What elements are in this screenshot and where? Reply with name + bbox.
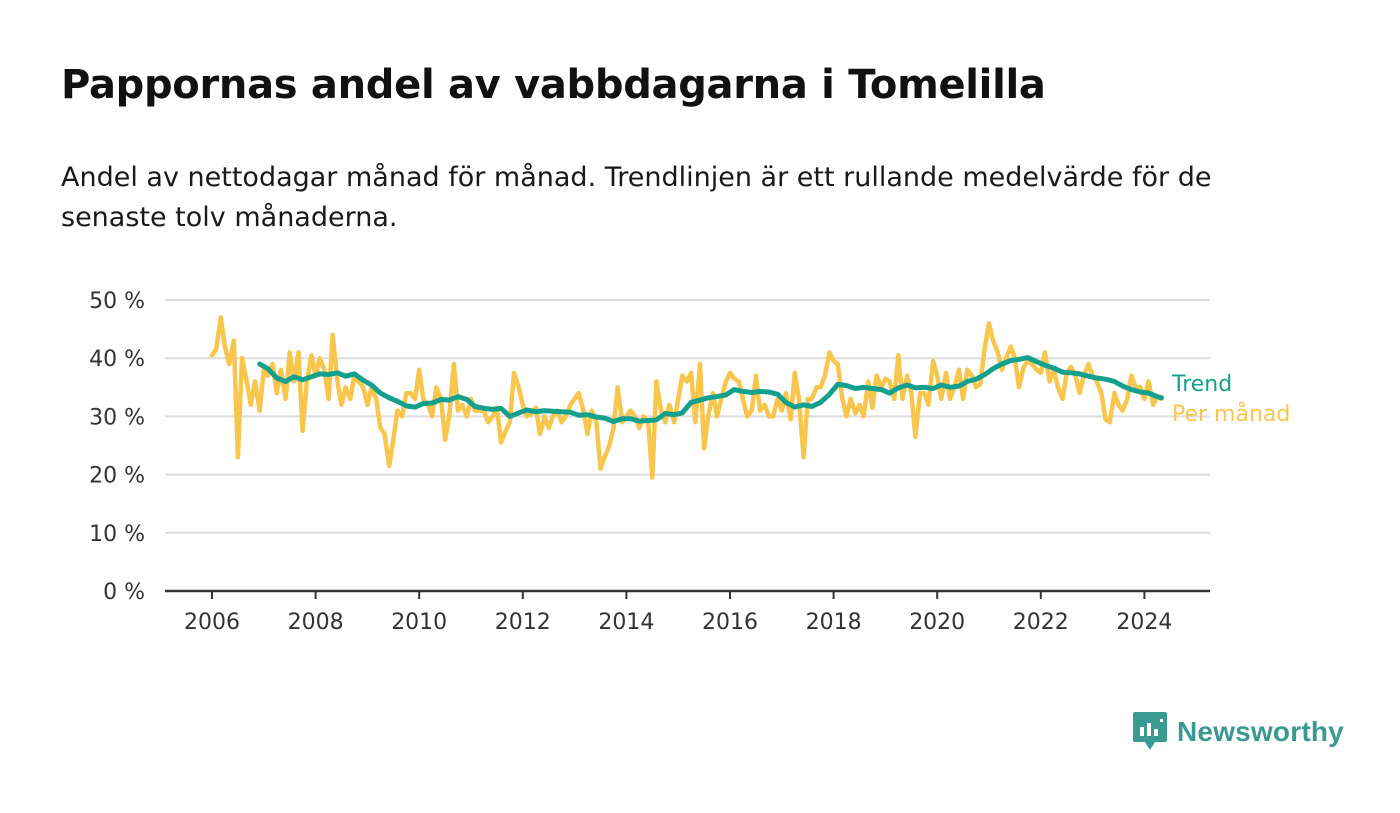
series-labels: Trend Per månad (1171, 372, 1290, 427)
x-tick-label: 2020 (909, 610, 965, 635)
newsworthy-logo: Newsworthy (1133, 712, 1344, 752)
x-tick-label: 2018 (806, 610, 862, 635)
y-tick-label: 50 % (89, 289, 145, 314)
x-axis: 2006 2008 2010 2012 2014 2016 2018 2020 2022 2024 (165, 589, 1210, 635)
chart-title: Pappornas andel av vabbdagarna i Tomelil… (61, 62, 1046, 108)
x-tick-label: 2022 (1013, 610, 1069, 635)
y-axis-labels: 0 % 10 % 20 % 30 % 40 % 50 % (89, 289, 145, 605)
x-tick-label: 2016 (702, 610, 758, 635)
y-tick-label: 10 % (89, 522, 145, 547)
brand-name: Newsworthy (1177, 716, 1344, 747)
grid-lines (165, 299, 1210, 534)
y-tick-label: 40 % (89, 347, 145, 372)
x-tick-label: 2010 (391, 610, 447, 635)
newsworthy-logo-icon (1133, 712, 1167, 750)
x-tick-label: 2006 (184, 610, 240, 635)
y-tick-label: 0 % (103, 580, 145, 605)
y-tick-label: 30 % (89, 405, 145, 430)
y-tick-label: 20 % (89, 464, 145, 489)
x-tick-label: 2012 (495, 610, 551, 635)
series-lines (209, 315, 1164, 480)
trend-line (257, 355, 1164, 425)
x-tick-label: 2008 (288, 610, 344, 635)
monthly-line (209, 315, 1164, 480)
series-label-monthly: Per månad (1172, 401, 1290, 427)
x-tick-label: 2014 (598, 610, 654, 635)
chart-subtitle: Andel av nettodagar månad för månad. Tre… (61, 162, 1212, 233)
x-tick-label: 2024 (1116, 610, 1172, 635)
series-label-trend: Trend (1171, 372, 1232, 397)
